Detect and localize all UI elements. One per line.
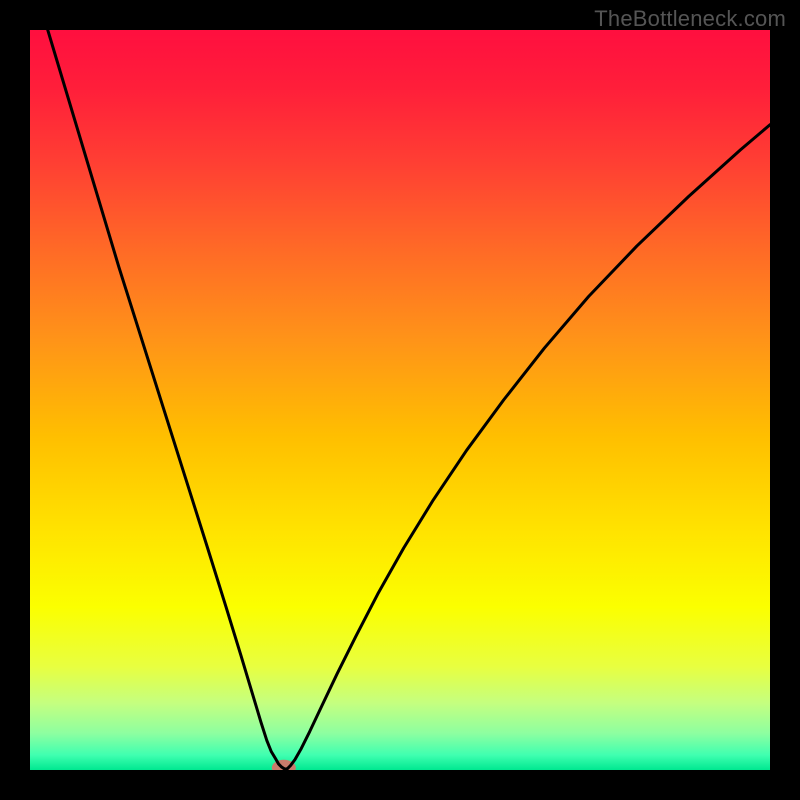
bottleneck-curve	[30, 30, 770, 769]
watermark-text: TheBottleneck.com	[594, 6, 786, 32]
plot-area	[30, 30, 770, 770]
curve-layer	[30, 30, 770, 770]
chart-container: TheBottleneck.com	[0, 0, 800, 800]
